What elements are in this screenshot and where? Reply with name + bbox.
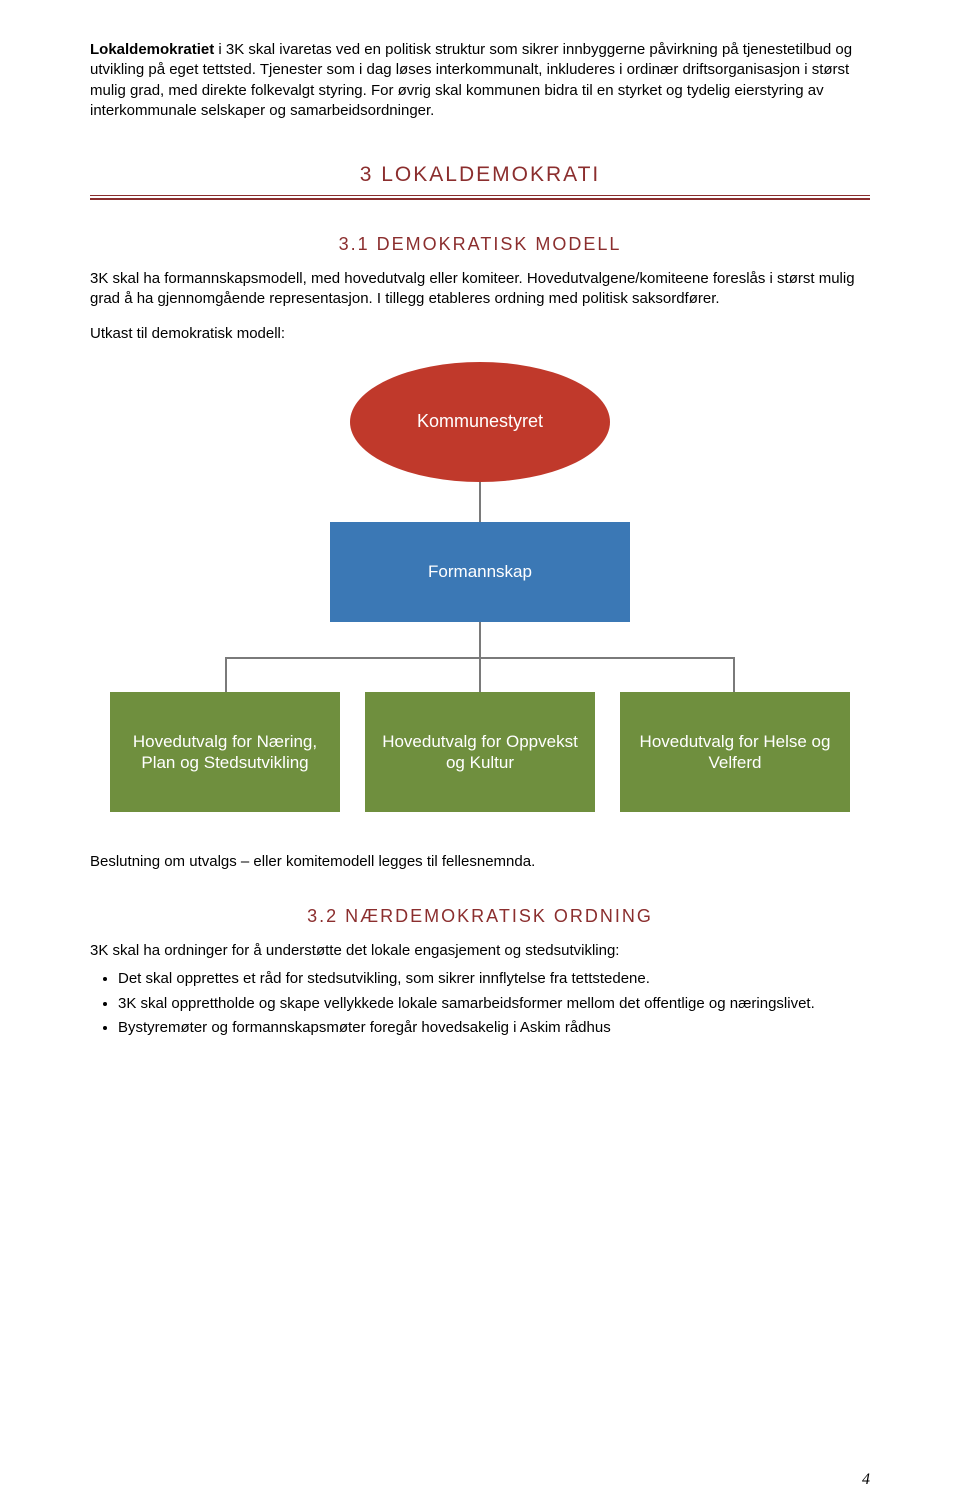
connector-top [479, 482, 481, 522]
node-kommunestyret: Kommunestyret [350, 362, 610, 482]
list-item: 3K skal opprettholde og skape vellykkede… [118, 994, 870, 1014]
connector-row [110, 622, 850, 692]
node-formannskap-label: Formannskap [428, 561, 532, 582]
heading-3-2: 3.2 NÆRDEMOKRATISK ORDNING [90, 906, 870, 927]
lead-word: Lokaldemokratiet [90, 41, 214, 58]
connector-mid-v [479, 622, 481, 657]
list-item: Det skal opprettes et råd for stedsutvik… [118, 969, 870, 989]
node-hovedutvalg-3-label: Hovedutvalg for Helse og Velferd [628, 731, 842, 774]
node-hovedutvalg-1-label: Hovedutvalg for Næring, Plan og Stedsutv… [118, 731, 332, 774]
node-hovedutvalg-2: Hovedutvalg for Oppvekst og Kultur [365, 692, 595, 812]
connector-drop-3 [733, 657, 735, 692]
org-diagram: Kommunestyret Formannskap Hovedutvalg fo… [90, 362, 870, 812]
list-item: Bystyremøter og formannskapsmøter foregå… [118, 1018, 870, 1038]
node-hovedutvalg-3: Hovedutvalg for Helse og Velferd [620, 692, 850, 812]
heading-rule-thick [90, 198, 870, 200]
paragraph-utkast: Utkast til demokratisk modell: [90, 324, 870, 344]
page: Lokaldemokratiet i 3K skal ivaretas ved … [0, 0, 960, 1511]
heading-3-1: 3.1 DEMOKRATISK MODELL [90, 234, 870, 255]
node-kommunestyret-label: Kommunestyret [417, 411, 543, 432]
paragraph-lokaldemokratiet: Lokaldemokratiet i 3K skal ivaretas ved … [90, 40, 870, 121]
node-hovedutvalg-1: Hovedutvalg for Næring, Plan og Stedsutv… [110, 692, 340, 812]
page-number: 4 [862, 1471, 870, 1489]
bullet-list: Det skal opprettes et råd for stedsutvik… [118, 969, 870, 1038]
paragraph-ordninger: 3K skal ha ordninger for å understøtte d… [90, 941, 870, 961]
node-hovedutvalg-2-label: Hovedutvalg for Oppvekst og Kultur [373, 731, 587, 774]
bottom-row: Hovedutvalg for Næring, Plan og Stedsutv… [110, 692, 850, 812]
node-formannskap: Formannskap [330, 522, 630, 622]
paragraph-beslutning: Beslutning om utvalgs – eller komitemode… [90, 852, 870, 872]
paragraph-modell-intro: 3K skal ha formannskapsmodell, med hoved… [90, 269, 870, 310]
connector-drop-2 [479, 657, 481, 692]
connector-drop-1 [225, 657, 227, 692]
heading-rule-thin [90, 195, 870, 196]
heading-3-lokaldemokrati: 3 LOKALDEMOKRATI [90, 163, 870, 187]
